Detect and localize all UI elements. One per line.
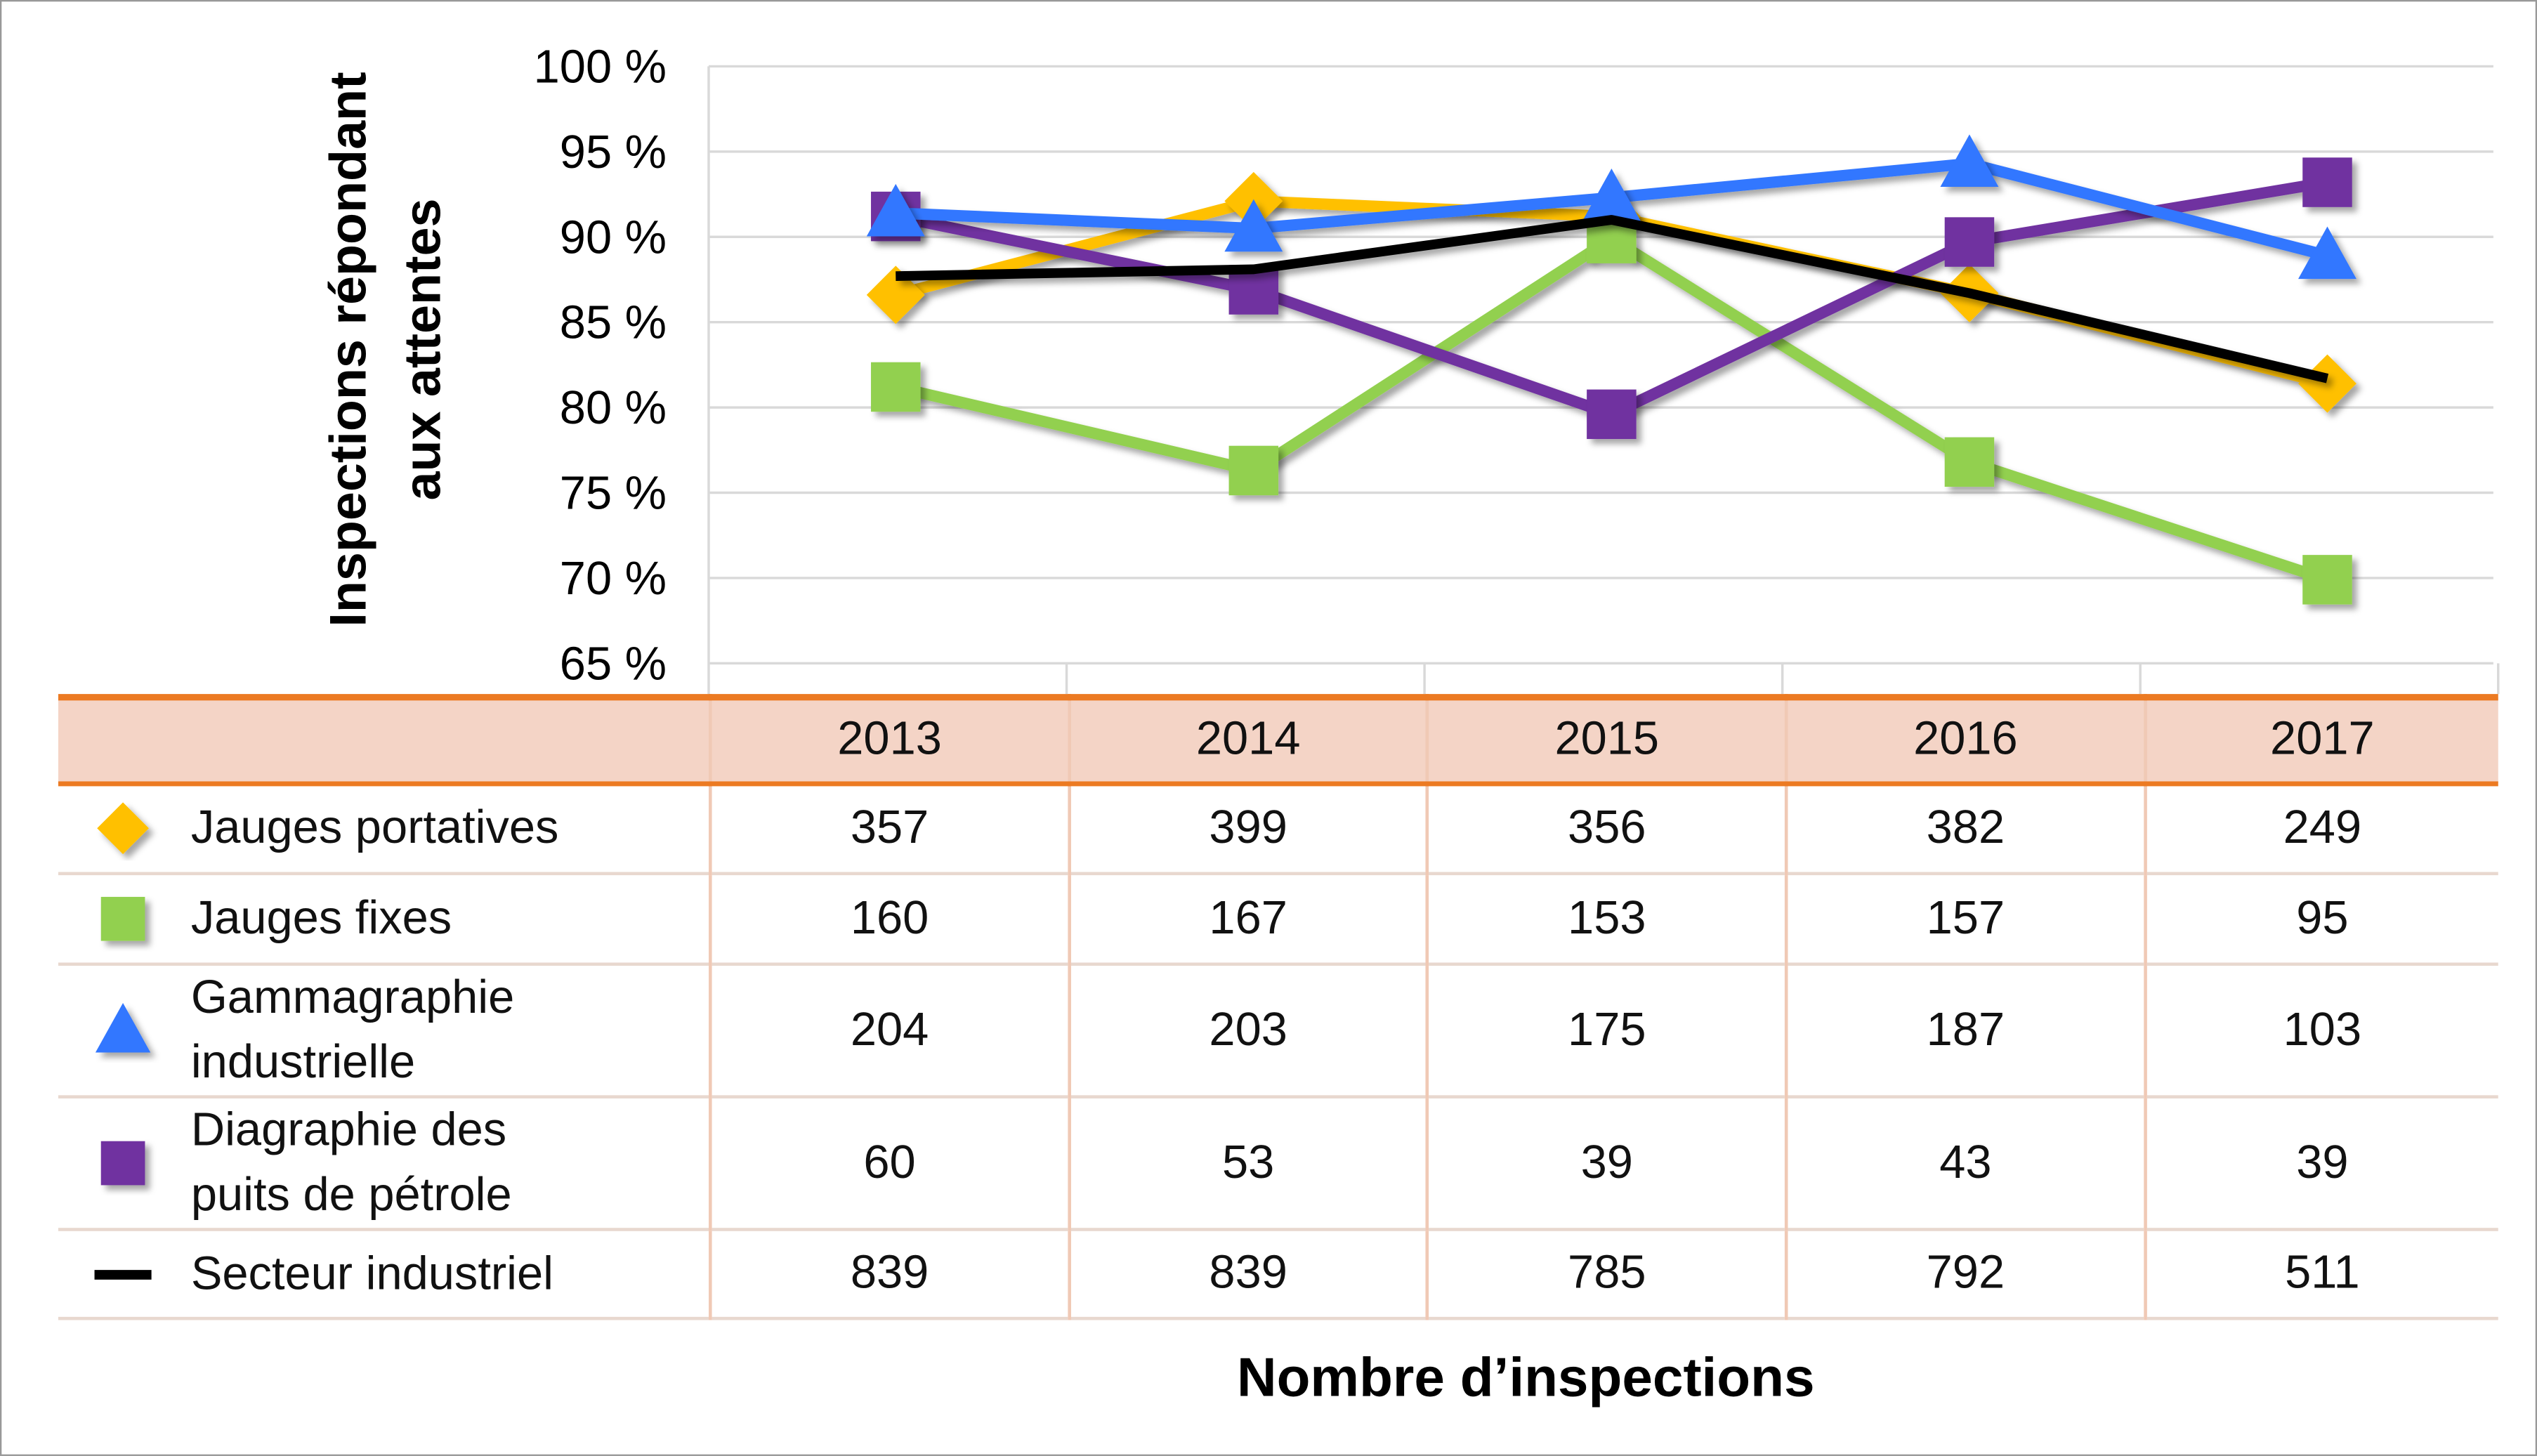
legend-item: Gammagraphie industrielle xyxy=(58,966,709,1095)
y-tick-label: 80 % xyxy=(560,382,667,434)
table-cell: 153 xyxy=(1427,873,1788,964)
table-cell: 839 xyxy=(710,1229,1071,1319)
marker xyxy=(1940,134,1999,188)
table-cell: 60 xyxy=(710,1096,1071,1230)
category-label: 2017 xyxy=(2270,714,2375,766)
marker xyxy=(97,803,149,855)
table-title: Nombre d’inspections xyxy=(1237,1347,1815,1410)
legend-label: Gammagraphie industrielle xyxy=(190,972,515,1089)
legend-cell: Jauges fixes xyxy=(58,873,712,964)
table-cell: 95 xyxy=(2296,892,2349,944)
legend-item: Secteur industriel xyxy=(58,1242,709,1306)
table-cell: 511 xyxy=(2285,1247,2360,1299)
legend-cell: Secteur industriel xyxy=(58,1229,712,1319)
marker xyxy=(1944,217,1995,267)
table-cell: 785 xyxy=(1427,1229,1788,1319)
y-tick-label: 65 % xyxy=(560,638,667,690)
legend-cell: Gammagraphie industrielle xyxy=(58,964,712,1097)
marker xyxy=(2302,157,2352,207)
marker xyxy=(1582,168,1641,221)
y-axis-label-line: aux attentes xyxy=(393,198,452,500)
marker xyxy=(2298,354,2356,413)
marker xyxy=(2298,226,2356,280)
category-label: 2013 xyxy=(710,697,1071,783)
table-row: Gammagraphie industrielle 204 203 175 187 103 xyxy=(58,964,2498,1097)
table-cell: 160 xyxy=(710,873,1071,964)
table-cell: 39 xyxy=(2296,1136,2349,1188)
table-cell: 187 xyxy=(1786,964,2147,1097)
marker xyxy=(866,183,925,237)
table-cell: 792 xyxy=(1786,1229,2147,1319)
y-tick-label: 95 % xyxy=(560,126,667,178)
legend-icon xyxy=(94,1268,152,1279)
table-cell: 39 xyxy=(1427,1096,1788,1230)
table-cell: 204 xyxy=(710,964,1071,1097)
marker xyxy=(2302,555,2352,605)
table-cell: 382 xyxy=(1786,782,2147,874)
chart: 65 % 70 % 75 % 80 % 85 % 90 % 95 % 100 % Inspect… xyxy=(319,41,2500,695)
table-cell: 43 xyxy=(1786,1096,2147,1230)
header-cell xyxy=(58,697,712,783)
legend-label: Jauges fixes xyxy=(190,893,452,945)
y-tick-label: 85 % xyxy=(560,297,667,349)
marker xyxy=(100,896,145,941)
legend-label: Jauges portatives xyxy=(190,803,559,855)
y-axis-label: Inspections répondant aux attentes xyxy=(319,72,452,627)
table-cell: 157 xyxy=(1786,873,2147,964)
series-line xyxy=(896,215,2329,383)
table-cell: 53 xyxy=(1068,1096,1429,1230)
marker xyxy=(871,362,921,412)
marker xyxy=(1224,199,1283,252)
table-row: Diagraphie des puits de pétrole 60 53 39 43 3… xyxy=(58,1096,2498,1230)
table-cell: 839 xyxy=(1068,1229,1429,1319)
marker xyxy=(100,1141,145,1186)
data-table: 2013 2014 2015 2016 2017 Jauges portatives 357… xyxy=(58,694,2498,1320)
category-label: 2015 xyxy=(1427,697,1788,783)
y-tick-label: 70 % xyxy=(560,553,667,605)
table-cell: 356 xyxy=(1427,782,1788,874)
marker xyxy=(1587,389,1637,440)
table-cell: 167 xyxy=(1068,873,1429,964)
y-axis-label-line: Inspections répondant xyxy=(319,72,377,627)
y-tick-label: 100 % xyxy=(534,41,667,93)
table-cell: 175 xyxy=(1427,964,1788,1097)
table-cell: 399 xyxy=(1068,782,1429,874)
legend-cell: Jauges portatives xyxy=(58,782,712,874)
legend-icon xyxy=(95,1003,151,1053)
table-cell: 357 xyxy=(710,782,1071,874)
table-row: Jauges fixes 160 167 153 157 95 xyxy=(58,873,2498,964)
legend-item: Jauges portatives xyxy=(58,796,709,861)
marker xyxy=(1228,445,1279,496)
marker xyxy=(1944,437,1995,487)
legend-cell: Diagraphie des puits de pétrole xyxy=(58,1096,712,1230)
table-cell: 249 xyxy=(2283,801,2362,854)
table-cell: 103 xyxy=(2283,1004,2362,1056)
table-row: Secteur industriel 839 839 785 792 511 xyxy=(58,1229,2498,1319)
category-label: 2014 xyxy=(1068,697,1429,783)
legend-item: Diagraphie des puits de pétrole xyxy=(58,1098,709,1228)
legend-icon xyxy=(100,1141,145,1186)
y-tick-label: 75 % xyxy=(560,468,667,520)
table-row: Jauges portatives 357 399 356 382 249 xyxy=(58,782,2498,874)
marker xyxy=(95,1003,151,1053)
legend-label: Secteur industriel xyxy=(190,1247,553,1300)
legend-icon xyxy=(100,896,145,941)
y-tick-label: 90 % xyxy=(560,211,667,263)
legend-item: Jauges fixes xyxy=(58,886,709,951)
legend-label: Diagraphie des puits de pétrole xyxy=(190,1105,512,1221)
category-label: 2016 xyxy=(1786,697,2147,783)
table-cell: 203 xyxy=(1068,964,1429,1097)
legend-icon xyxy=(97,803,149,855)
header-row: 2013 2014 2015 2016 2017 xyxy=(58,697,2498,783)
